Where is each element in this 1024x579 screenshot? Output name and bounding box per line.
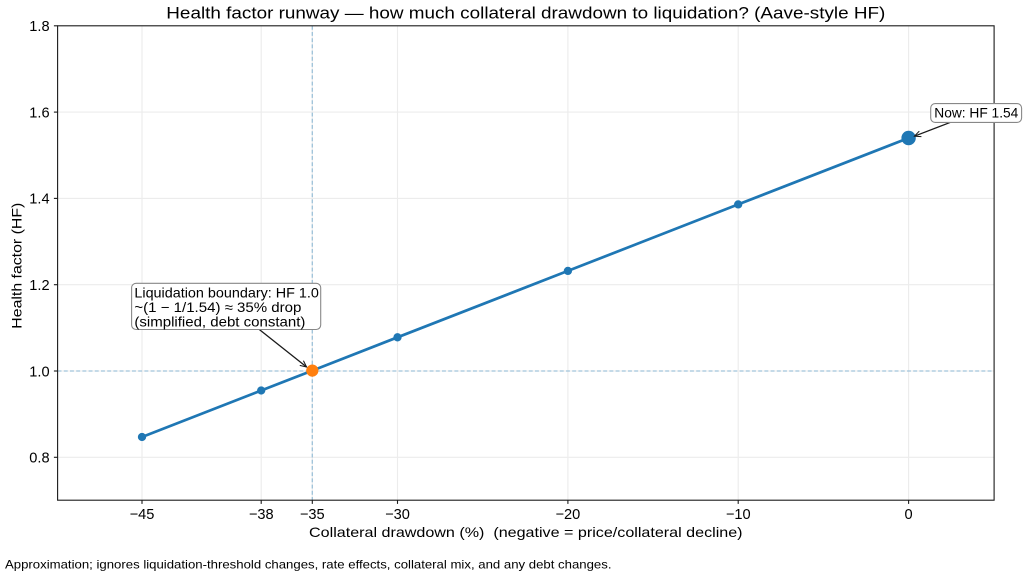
svg-text:1.6: 1.6 bbox=[29, 105, 49, 121]
svg-text:1.0: 1.0 bbox=[29, 364, 49, 380]
svg-text:−10: −10 bbox=[726, 507, 751, 523]
svg-text:1.4: 1.4 bbox=[29, 192, 49, 208]
svg-text:1.8: 1.8 bbox=[29, 19, 49, 35]
svg-text:Liquidation boundary: HF 1.0: Liquidation boundary: HF 1.0 bbox=[134, 285, 319, 301]
svg-text:0.8: 0.8 bbox=[29, 451, 49, 467]
svg-text:Now: HF 1.54: Now: HF 1.54 bbox=[934, 104, 1018, 120]
svg-text:(simplified, debt constant): (simplified, debt constant) bbox=[134, 313, 305, 329]
svg-text:−38: −38 bbox=[249, 507, 274, 523]
svg-text:Health factor (HF): Health factor (HF) bbox=[9, 203, 25, 329]
svg-text:Approximation; ignores liquida: Approximation; ignores liquidation-thres… bbox=[5, 559, 612, 572]
svg-text:0: 0 bbox=[905, 507, 913, 523]
svg-text:Collateral drawdown (%) (nega: Collateral drawdown (%) (negative = pric… bbox=[309, 524, 743, 540]
svg-text:−35: −35 bbox=[300, 507, 325, 523]
svg-text:~(1 − 1/1.54) ≈ 35% drop: ~(1 − 1/1.54) ≈ 35% drop bbox=[134, 299, 301, 315]
svg-text:−20: −20 bbox=[556, 507, 581, 523]
svg-text:−45: −45 bbox=[130, 507, 155, 523]
svg-text:1.2: 1.2 bbox=[29, 278, 49, 294]
svg-text:−30: −30 bbox=[385, 507, 410, 523]
svg-text:Health factor runway — how muc: Health factor runway — how much collater… bbox=[166, 3, 885, 22]
